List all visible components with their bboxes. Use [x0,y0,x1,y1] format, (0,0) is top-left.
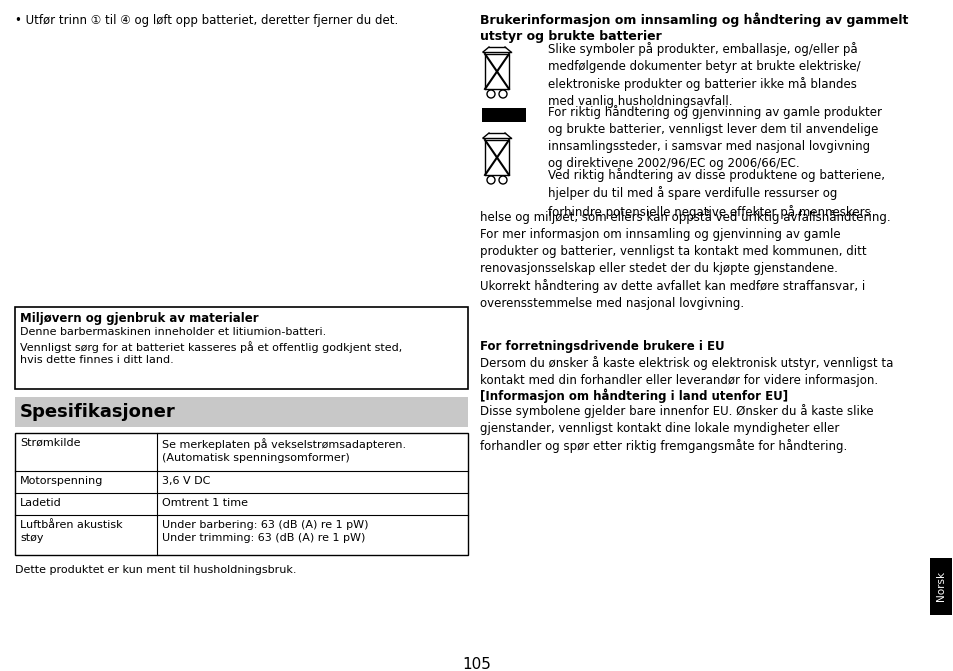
Text: Luftbåren akustisk
støy: Luftbåren akustisk støy [20,520,123,544]
Text: Slike symboler på produkter, emballasje, og/eller på
medfølgende dokumenter bety: Slike symboler på produkter, emballasje,… [547,42,860,108]
Text: Ved riktig håndtering av disse produktene og batteriene,
hjelper du til med å sp: Ved riktig håndtering av disse produkten… [547,168,884,219]
Text: For riktig håndtering og gjenvinning av gamle produkter
og brukte batterier, ven: For riktig håndtering og gjenvinning av … [547,105,882,170]
Bar [15,307,468,389]
Bar [15,433,468,555]
Text: Dersom du ønsker å kaste elektrisk og elektronisk utstyr, vennligst ta
kontakt m: Dersom du ønsker å kaste elektrisk og el… [479,356,892,387]
Text: Motorspenning: Motorspenning [20,476,103,486]
Text: Denne barbermaskinen inneholder et litiumion-batteri.: Denne barbermaskinen inneholder et litiu… [20,327,326,337]
Text: Spesifikasjoner: Spesifikasjoner [20,403,175,421]
Text: For forretningsdrivende brukere i EU: For forretningsdrivende brukere i EU [479,340,724,353]
Circle shape [498,90,506,98]
Text: Miljøvern og gjenbruk av materialer: Miljøvern og gjenbruk av materialer [20,312,258,325]
Text: Vennligst sørg for at batteriet kasseres på et offentlig godkjent sted,: Vennligst sørg for at batteriet kasseres… [20,341,402,353]
Text: [Informasjon om håndtering i land utenfor EU]: [Informasjon om håndtering i land utenfo… [479,388,787,403]
Text: Ladetid: Ladetid [20,498,62,508]
Text: Dette produktet er kun ment til husholdningsbruk.: Dette produktet er kun ment til husholdn… [15,565,296,575]
Text: Under barbering: 63 (dB (A) re 1 pW)
Under trimming: 63 (dB (A) re 1 pW): Under barbering: 63 (dB (A) re 1 pW) Und… [162,520,368,544]
Text: Norsk: Norsk [935,571,945,601]
Bar [929,558,951,615]
Text: 3,6 V DC: 3,6 V DC [162,476,211,486]
Text: Strømkilde: Strømkilde [20,438,80,448]
Text: Disse symbolene gjelder bare innenfor EU. Ønsker du å kaste slike
gjenstander, v: Disse symbolene gjelder bare innenfor EU… [479,404,873,454]
Text: helse og miljøet, som ellers kan oppstå ved uriktig avfallshåndtering.
For mer i: helse og miljøet, som ellers kan oppstå … [479,210,890,310]
Text: 105: 105 [462,657,491,671]
Text: hvis dette finnes i ditt land.: hvis dette finnes i ditt land. [20,355,173,365]
Bar [484,54,509,89]
Circle shape [486,90,495,98]
Text: Omtrent 1 time: Omtrent 1 time [162,498,248,508]
Circle shape [486,176,495,184]
Bar [484,140,509,175]
Bar [15,397,468,427]
Bar [481,108,525,122]
Text: Brukerinformasjon om innsamling og håndtering av gammelt
utstyr og brukte batter: Brukerinformasjon om innsamling og håndt… [479,12,907,43]
Circle shape [498,176,506,184]
Text: • Utfør trinn ① til ④ og løft opp batteriet, deretter fjerner du det.: • Utfør trinn ① til ④ og løft opp batter… [15,14,397,27]
Text: Se merkeplaten på vekselstrømsadapteren.
(Automatisk spenningsomformer): Se merkeplaten på vekselstrømsadapteren.… [162,438,406,463]
